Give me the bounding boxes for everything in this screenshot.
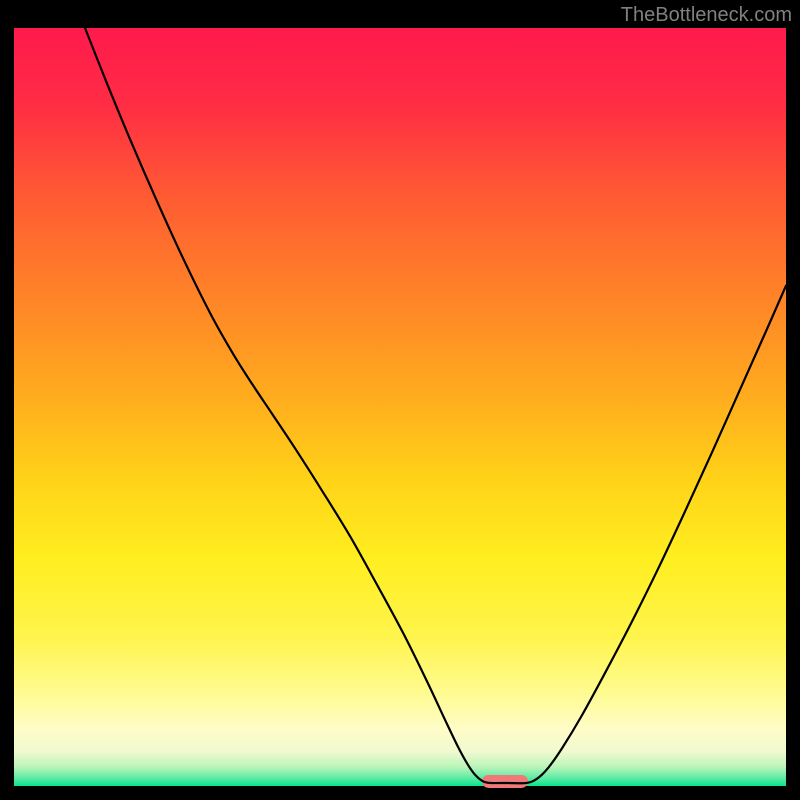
target-marker (482, 775, 528, 788)
plot-background (14, 28, 786, 786)
chart-container: TheBottleneck.com (0, 0, 800, 800)
watermark-text: TheBottleneck.com (621, 4, 792, 27)
bottleneck-chart (0, 0, 800, 800)
